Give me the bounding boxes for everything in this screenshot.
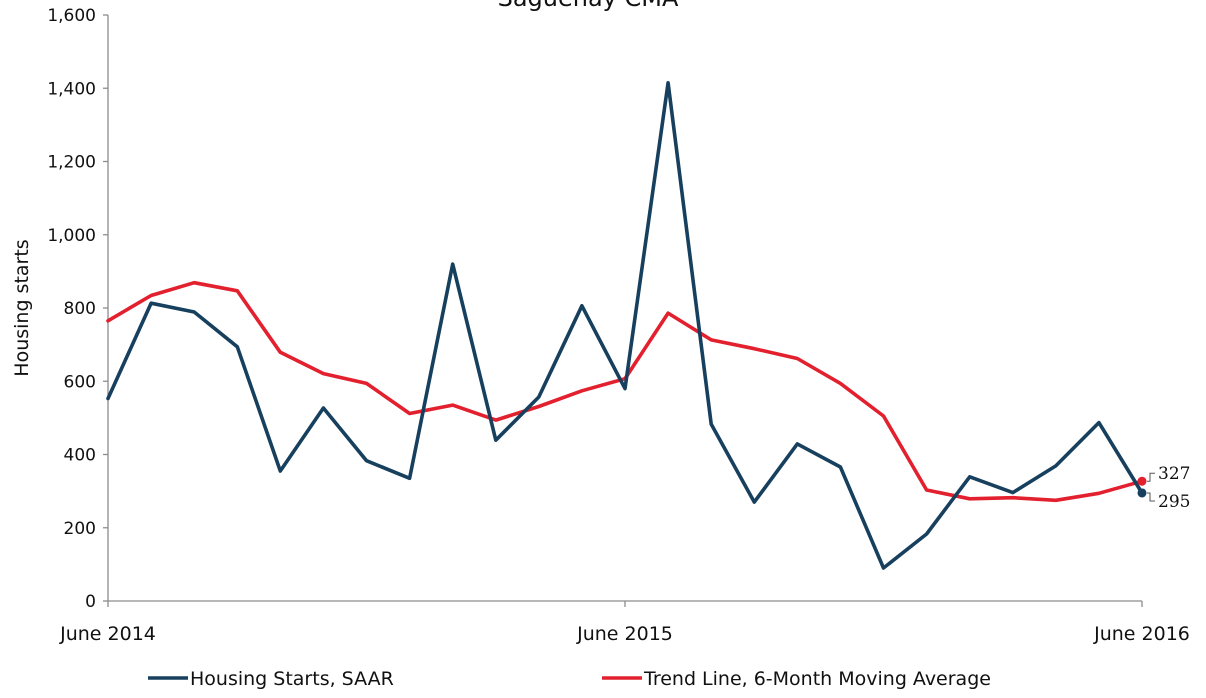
y-axis: 0 200 400 600 800 1,000 1,200 1,400 1,600 xyxy=(47,6,109,612)
y-tick-label: 1,400 xyxy=(47,79,96,99)
data-label-leader xyxy=(1147,472,1155,482)
y-tick-label: 0 xyxy=(85,592,96,612)
legend: Housing Starts, SAAR Trend Line, 6-Month … xyxy=(148,668,991,690)
y-tick-label: 800 xyxy=(64,299,96,319)
y-tick-label: 400 xyxy=(64,446,96,466)
legend-label-1: Trend Line, 6-Month Moving Average xyxy=(643,668,991,690)
endpoint-marker-0 xyxy=(1137,488,1147,498)
data-label: 295 xyxy=(1158,492,1190,512)
series-line-0 xyxy=(106,81,1144,570)
y-tick-label: 1,000 xyxy=(47,226,96,246)
x-tick-label: June 2014 xyxy=(59,623,156,645)
chart-title: Saguenay CMA xyxy=(498,0,679,12)
y-tick-label: 600 xyxy=(64,372,96,392)
y-axis-title: Housing starts xyxy=(11,239,33,376)
legend-label-0: Housing Starts, SAAR xyxy=(190,668,394,690)
series-layer xyxy=(106,81,1144,570)
x-axis: June 2014 June 2015 June 2016 xyxy=(59,600,1190,645)
data-label-leader xyxy=(1147,492,1155,502)
series-line-1 xyxy=(106,280,1144,503)
x-tick-label: June 2016 xyxy=(1093,623,1190,645)
x-tick-label: June 2015 xyxy=(576,623,673,645)
data-label: 327 xyxy=(1158,464,1190,484)
y-tick-label: 200 xyxy=(64,519,96,539)
y-ticks: 0 200 400 600 800 1,000 1,200 1,400 1,600 xyxy=(47,6,108,612)
y-tick-label: 1,200 xyxy=(47,153,96,173)
endpoint-marker-1 xyxy=(1137,476,1147,486)
y-tick-label: 1,600 xyxy=(47,6,96,26)
x-ticks: June 2014 June 2015 June 2016 xyxy=(59,601,1190,645)
